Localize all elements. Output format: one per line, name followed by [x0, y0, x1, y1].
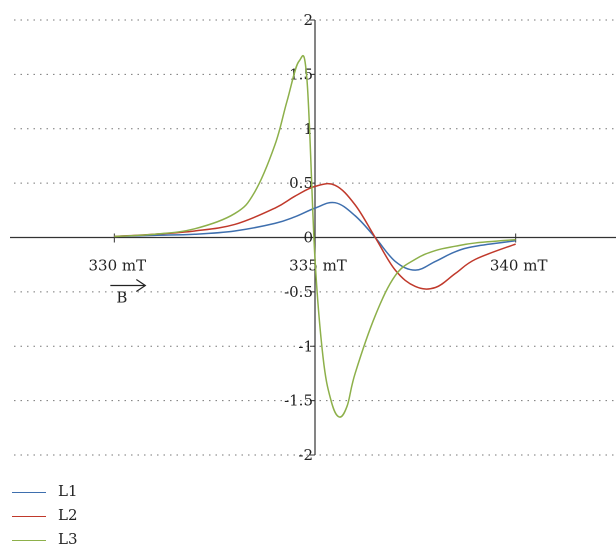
legend-item-l1: L1 [0, 480, 200, 504]
series-line-l2 [114, 182, 516, 290]
y-tick-label-6: -1 [298, 337, 313, 355]
legend: L1 L2 L3 [0, 480, 200, 552]
legend-label-l1: L1 [58, 482, 78, 500]
legend-label-l3: L3 [58, 530, 78, 548]
x-tick-label-2: 340 mT [490, 257, 548, 275]
legend-label-l2: L2 [58, 506, 78, 524]
legend-item-l2: L2 [0, 504, 200, 528]
legend-swatch-l2 [12, 516, 46, 517]
series-line-l3 [114, 54, 516, 418]
y-tick-label-8: -2 [298, 446, 313, 464]
y-tick-label-4: 0 [303, 229, 313, 247]
x-tick-label-1: 335 mT [289, 257, 347, 275]
legend-swatch-l3 [12, 540, 46, 541]
b-arrow-head [136, 279, 147, 292]
legend-swatch-l1 [12, 492, 46, 493]
y-tick-label-5: -0.5 [284, 283, 313, 301]
legend-item-l3: L3 [0, 528, 200, 552]
series-line-l1 [114, 201, 516, 271]
y-tick-label-2: 1 [303, 120, 313, 138]
field-annotation: B [110, 279, 147, 307]
y-tick-label-7: -1.5 [284, 392, 313, 410]
y-tick-label-3: 0.5 [289, 174, 313, 192]
series-lines [114, 54, 516, 418]
b-field-label: B [116, 289, 127, 307]
x-tick-label-0: 330 mT [89, 257, 147, 275]
gridlines [14, 19, 616, 456]
y-tick-label-0: 2 [303, 11, 313, 29]
